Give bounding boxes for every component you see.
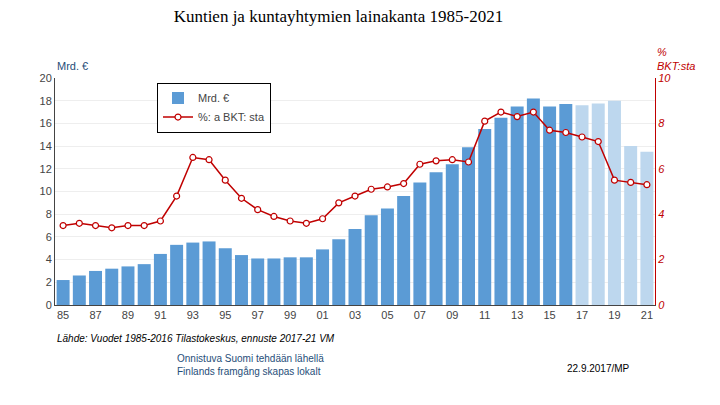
svg-text:0: 0	[658, 299, 665, 311]
svg-text:4: 4	[658, 208, 664, 220]
svg-text:4: 4	[46, 253, 52, 265]
svg-text:19: 19	[608, 309, 620, 321]
svg-text:6: 6	[658, 163, 665, 175]
svg-text:22.9.2017/MP: 22.9.2017/MP	[567, 363, 630, 374]
svg-text:97: 97	[252, 309, 264, 321]
svg-text:0: 0	[46, 299, 52, 311]
svg-text:87: 87	[89, 309, 101, 321]
svg-text:11: 11	[479, 309, 490, 321]
svg-text:Onnistuva Suomi tehdään lähell: Onnistuva Suomi tehdään lähelläFinlands …	[177, 353, 324, 377]
svg-text:05: 05	[381, 309, 393, 321]
svg-text:93: 93	[187, 309, 199, 321]
svg-text:12: 12	[40, 163, 52, 175]
svg-text:17: 17	[576, 309, 588, 321]
svg-text:18: 18	[40, 95, 52, 107]
svg-text:01: 01	[316, 309, 328, 321]
svg-text:Mrd. €: Mrd. €	[57, 60, 88, 72]
svg-text:85: 85	[57, 309, 69, 321]
svg-text:09: 09	[446, 309, 458, 321]
svg-text:8: 8	[658, 117, 665, 129]
svg-text:07: 07	[414, 309, 426, 321]
svg-text:20: 20	[40, 72, 52, 84]
svg-text:2: 2	[46, 276, 52, 288]
svg-text:03: 03	[349, 309, 361, 321]
svg-text:21: 21	[641, 309, 653, 321]
svg-text:%BKT:sta: %BKT:sta	[657, 46, 695, 72]
svg-text:Kuntien ja kuntayhtymien laina: Kuntien ja kuntayhtymien lainakanta 1985…	[174, 7, 504, 26]
svg-text:91: 91	[154, 309, 166, 321]
svg-text:8: 8	[46, 208, 52, 220]
svg-text:Lähde: Vuodet 1985-2016 Tilast: Lähde: Vuodet 1985-2016 Tilastokeskus, e…	[57, 333, 335, 344]
svg-text:10: 10	[40, 185, 52, 197]
svg-text:14: 14	[40, 140, 52, 152]
svg-text:%: a BKT: sta: %: a BKT: sta	[198, 111, 265, 123]
svg-text:99: 99	[284, 309, 296, 321]
svg-text:10: 10	[658, 72, 671, 84]
svg-text:95: 95	[219, 309, 231, 321]
svg-text:89: 89	[122, 309, 134, 321]
svg-text:13: 13	[511, 309, 523, 321]
svg-text:16: 16	[40, 117, 52, 129]
svg-text:Mrd. €: Mrd. €	[198, 92, 229, 104]
svg-text:2: 2	[657, 253, 664, 265]
svg-text:15: 15	[543, 309, 555, 321]
svg-text:6: 6	[46, 231, 52, 243]
